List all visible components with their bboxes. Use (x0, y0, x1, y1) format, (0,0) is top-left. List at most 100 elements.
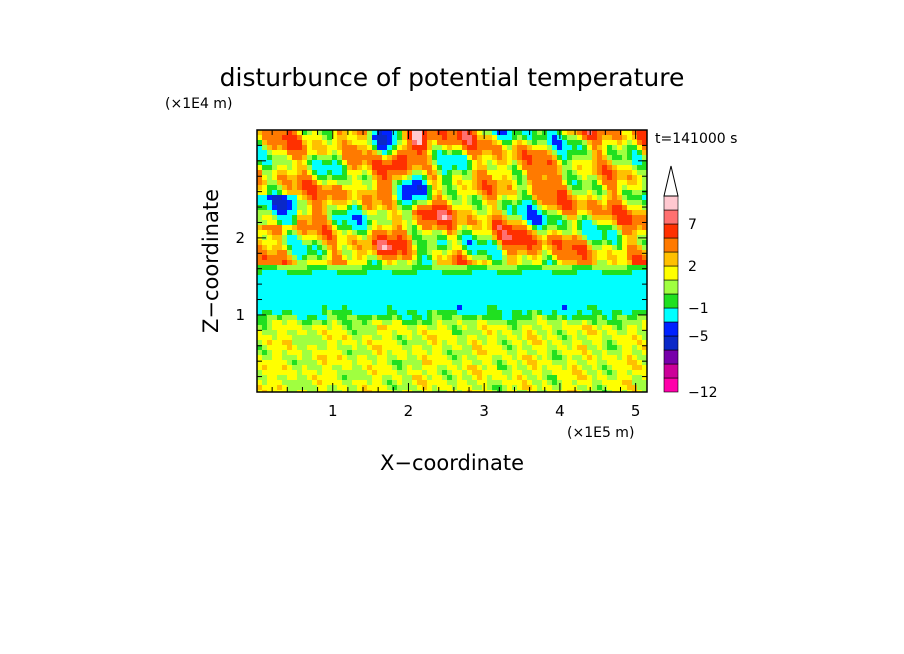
field-cell (437, 300, 443, 306)
field-cell (387, 145, 393, 151)
field-cell (522, 145, 528, 151)
field-cell (617, 255, 623, 261)
field-cell (637, 205, 643, 211)
field-cell (412, 360, 418, 366)
field-cell (332, 320, 338, 326)
field-cell (527, 380, 533, 386)
field-cell (607, 190, 613, 196)
field-cell (367, 245, 373, 251)
field-cell (472, 285, 478, 291)
field-cell (402, 165, 408, 171)
field-cell (537, 190, 543, 196)
field-cell (347, 165, 353, 171)
field-cell (587, 230, 593, 236)
field-cell (542, 300, 548, 306)
field-cell (367, 250, 373, 256)
field-cell (512, 325, 518, 331)
field-cell (487, 135, 493, 141)
field-cell (607, 230, 613, 236)
field-cell (337, 330, 343, 336)
field-cell (592, 315, 598, 321)
field-cell (357, 285, 363, 291)
field-cell (637, 330, 643, 336)
colorbar-tick-label: 7 (688, 217, 697, 233)
field-cell (372, 355, 378, 361)
field-cell (532, 170, 538, 176)
field-cell (412, 340, 418, 346)
field-cell (617, 350, 623, 356)
field-cell (417, 355, 423, 361)
field-cell (642, 240, 647, 246)
field-cell (282, 325, 288, 331)
field-cell (432, 175, 438, 181)
field-cell (547, 305, 553, 311)
field-cell (637, 345, 643, 351)
field-cell (537, 165, 543, 171)
field-cell (407, 265, 413, 271)
field-cell (632, 225, 638, 231)
field-cell (597, 160, 603, 166)
field-cell (357, 385, 363, 391)
field-cell (392, 230, 398, 236)
field-cell (562, 205, 568, 211)
field-cell (417, 160, 423, 166)
colorbar-swatch (663, 279, 679, 295)
field-cell (507, 340, 513, 346)
field-cell (377, 300, 383, 306)
field-cell (427, 155, 433, 161)
field-cell (617, 305, 623, 311)
field-cell (367, 240, 373, 246)
field-cell (397, 145, 403, 151)
field-cell (467, 200, 473, 206)
field-cell (472, 390, 478, 392)
field-cell (502, 320, 508, 326)
field-cell (637, 135, 643, 141)
field-cell (567, 310, 573, 316)
field-cell (422, 330, 428, 336)
field-cell (282, 260, 288, 266)
field-cell (617, 215, 623, 221)
field-cell (457, 330, 463, 336)
field-cell (312, 360, 318, 366)
field-cell (592, 230, 598, 236)
field-cell (262, 305, 268, 311)
field-cell (277, 260, 283, 266)
field-cell (607, 355, 613, 361)
field-cell (522, 200, 528, 206)
field-cell (477, 265, 483, 271)
field-cell (427, 380, 433, 386)
field-cell (537, 245, 543, 251)
field-cell (317, 385, 323, 391)
field-cell (397, 350, 403, 356)
time-label: t=141000 s (655, 131, 737, 147)
field-cell (612, 175, 618, 181)
field-cell (607, 330, 613, 336)
field-cell (522, 245, 528, 251)
field-cell (362, 310, 368, 316)
field-cell (547, 240, 553, 246)
field-cell (567, 380, 573, 386)
field-cell (612, 135, 618, 141)
field-cell (507, 210, 513, 216)
field-cell (627, 355, 633, 361)
field-cell (592, 310, 598, 316)
field-cell (352, 390, 358, 392)
field-cell (537, 360, 543, 366)
field-cell (567, 335, 573, 341)
field-cell (617, 155, 623, 161)
field-cell (422, 175, 428, 181)
field-cell (337, 385, 343, 391)
field-cell (497, 245, 503, 251)
field-cell (317, 350, 323, 356)
field-cell (442, 175, 448, 181)
field-cell (607, 325, 613, 331)
field-cell (347, 350, 353, 356)
field-cell (292, 205, 298, 211)
field-cell (392, 295, 398, 301)
field-cell (292, 260, 298, 266)
field-cell (307, 245, 313, 251)
field-cell (487, 340, 493, 346)
field-cell (567, 170, 573, 176)
field-cell (567, 230, 573, 236)
field-cell (552, 280, 558, 286)
